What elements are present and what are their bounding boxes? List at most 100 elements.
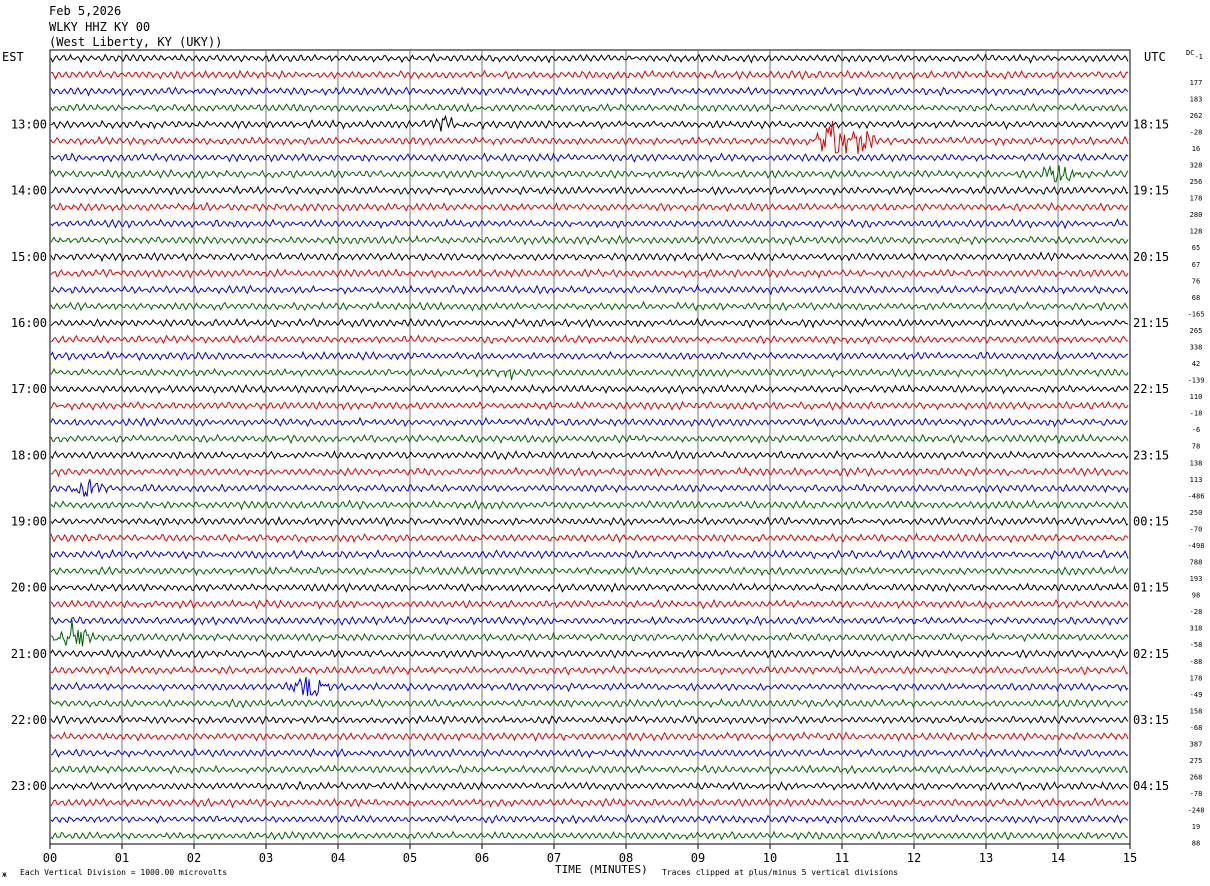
dc-offset-label: -139 — [1188, 377, 1205, 385]
dc-offset-label: -88 — [1190, 658, 1203, 666]
dc-offset-label: -498 — [1188, 542, 1205, 550]
trace-row — [50, 797, 1129, 809]
right-hour-label: 18:15 — [1133, 117, 1169, 131]
left-hour-label: 22:00 — [11, 713, 47, 727]
trace-row — [50, 284, 1129, 296]
dc-offset-label: -165 — [1188, 310, 1205, 318]
trace-row — [50, 334, 1129, 345]
right-hour-label: 04:15 — [1133, 779, 1169, 793]
right-hour-label: 03:15 — [1133, 713, 1169, 727]
dc-offset-label: 110 — [1190, 393, 1203, 401]
dc-offset-heading: DC-1 — [1186, 49, 1203, 61]
left-hour-label: 19:00 — [11, 514, 47, 528]
x-tick-label: 15 — [1123, 851, 1137, 865]
dc-offset-label: 387 — [1190, 740, 1203, 748]
trace-row — [50, 250, 1129, 263]
dc-offset-label: 250 — [1190, 509, 1203, 517]
trace-row — [50, 764, 1129, 775]
trace-row — [50, 383, 1129, 395]
trace-row — [50, 218, 1129, 230]
trace-row — [50, 433, 1129, 445]
trace-row — [50, 548, 1129, 561]
x-axis-title: TIME (MINUTES) — [555, 863, 648, 876]
trace-row — [50, 400, 1129, 411]
x-tick-label: 09 — [691, 851, 705, 865]
right-hour-label: 22:15 — [1133, 382, 1169, 396]
trace-row — [50, 449, 1129, 461]
x-tick-label: 14 — [1051, 851, 1065, 865]
scale-note-mark: ж — [2, 870, 7, 879]
trace-row — [50, 69, 1129, 81]
dc-offset-label: 265 — [1190, 327, 1203, 335]
trace-row — [50, 697, 1129, 709]
dc-offset-label: 78 — [1192, 443, 1200, 451]
x-tick-label: 10 — [763, 851, 777, 865]
trace-row — [50, 714, 1129, 726]
right-hour-label: 02:15 — [1133, 647, 1169, 661]
dc-offset-label: 128 — [1190, 228, 1203, 236]
trace-row — [50, 86, 1129, 97]
left-hour-label: 23:00 — [11, 779, 47, 793]
trace-row — [50, 152, 1129, 163]
dc-offset-label: -28 — [1190, 608, 1203, 616]
trace-row — [50, 615, 1129, 626]
left-hour-label: 14:00 — [11, 184, 47, 198]
trace-row — [50, 300, 1129, 312]
right-hour-label: 01:15 — [1133, 581, 1169, 595]
dc-offset-label: 788 — [1190, 559, 1203, 567]
x-tick-label: 13 — [979, 851, 993, 865]
trace-row — [50, 620, 1129, 647]
plot-frame — [49, 49, 1131, 845]
trace-row — [50, 830, 1129, 841]
trace-row — [50, 565, 1129, 577]
left-hour-label: 13:00 — [11, 117, 47, 131]
trace-row — [50, 350, 1129, 362]
trace-row — [50, 114, 1129, 132]
plot-date: Feb 5,2026 — [49, 4, 122, 18]
dc-offset-label: 183 — [1190, 95, 1203, 103]
trace-row — [50, 731, 1129, 742]
dc-offset-label: -70 — [1190, 525, 1203, 533]
dc-offset-label: 178 — [1190, 195, 1203, 203]
x-tick-label: 05 — [403, 851, 417, 865]
trace-row — [50, 598, 1129, 610]
trace-row — [50, 184, 1129, 197]
trace-row — [50, 582, 1129, 593]
trace-row — [50, 165, 1129, 183]
trace-row — [50, 317, 1129, 329]
trace-row — [50, 53, 1129, 64]
dc-offset-label: 268 — [1190, 774, 1203, 782]
trace-row — [50, 466, 1129, 478]
dc-offset-label: 19 — [1192, 823, 1200, 831]
dc-offset-label: -49 — [1190, 691, 1203, 699]
x-tick-label: 02 — [187, 851, 201, 865]
x-tick-label: 03 — [259, 851, 273, 865]
dc-offset-label: 280 — [1190, 211, 1203, 219]
dc-offset-label: 68 — [1192, 294, 1200, 302]
left-hour-label: 15:00 — [11, 250, 47, 264]
dc-offset-label: -68 — [1190, 724, 1203, 732]
left-hour-label: 17:00 — [11, 382, 47, 396]
left-hour-label: 20:00 — [11, 581, 47, 595]
dc-offset-label: -6 — [1192, 426, 1200, 434]
left-hour-label: 21:00 — [11, 647, 47, 661]
x-tick-label: 06 — [475, 851, 489, 865]
dc-offset-label: 338 — [1190, 343, 1203, 351]
x-tick-label: 00 — [43, 851, 57, 865]
trace-row — [50, 747, 1129, 759]
trace-row — [50, 234, 1129, 247]
trace-row — [50, 532, 1129, 544]
trace-row — [50, 102, 1129, 114]
station-code: WLKY HHZ KY 00 — [49, 20, 151, 34]
right-hour-label: 21:15 — [1133, 316, 1169, 330]
x-tick-label: 11 — [835, 851, 849, 865]
dc-offset-label: -78 — [1190, 790, 1203, 798]
trace-row — [50, 268, 1129, 279]
right-timezone-label: UTC — [1144, 50, 1166, 64]
trace-row — [50, 676, 1129, 697]
x-tick-label: 08 — [619, 851, 633, 865]
dc-offset-label: -28 — [1190, 128, 1203, 136]
right-hour-label: 23:15 — [1133, 448, 1169, 462]
x-tick-label: 12 — [907, 851, 921, 865]
trace-row — [50, 367, 1129, 381]
